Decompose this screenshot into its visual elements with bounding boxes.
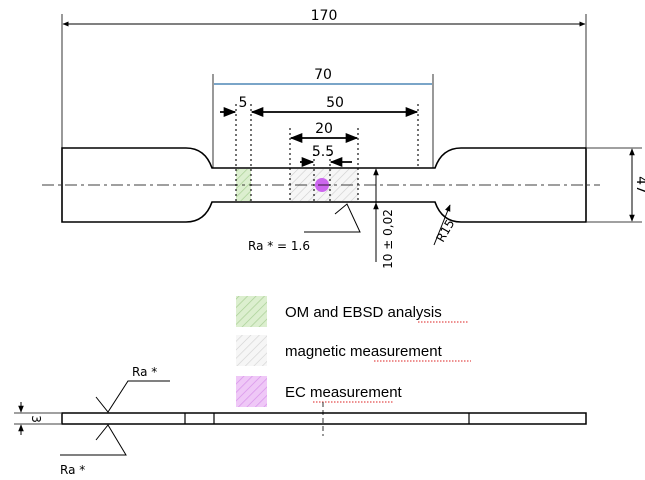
legend-swatch-om-ebsd: [236, 296, 267, 327]
ra-bottom-symbol: [60, 424, 127, 456]
ra-main-symbol: [304, 203, 361, 233]
side-view-outline: [61, 412, 587, 425]
ra-top-label: Ra *: [132, 365, 157, 379]
dim-label-5-5: 5.5: [312, 144, 334, 160]
dim-label-47: 47: [633, 176, 645, 194]
dim-label-20: 20: [315, 121, 333, 137]
legend-swatch-magnetic: [236, 335, 267, 366]
ra-top-symbol: [95, 380, 170, 413]
legend-swatch-ec: [236, 376, 267, 407]
radius-leader: [433, 204, 451, 246]
legend-label-ec: EC measurement: [285, 384, 403, 401]
dim-label-70: 70: [314, 67, 332, 83]
ra-bottom-label: Ra *: [60, 463, 85, 477]
dim-label-3: 3: [29, 415, 43, 423]
legend-label-magnetic: magnetic measurement: [285, 343, 443, 360]
dim-label-5: 5: [239, 95, 248, 111]
ra-main-label: Ra * = 1.6: [248, 239, 310, 253]
dim-label-170: 170: [311, 8, 338, 24]
legend-label-om-ebsd: OM and EBSD analysis: [285, 304, 442, 321]
dim-label-50: 50: [326, 95, 344, 111]
dim-label-10: 10 ± 0,02: [381, 209, 395, 269]
specimen-outline: [61, 147, 587, 223]
